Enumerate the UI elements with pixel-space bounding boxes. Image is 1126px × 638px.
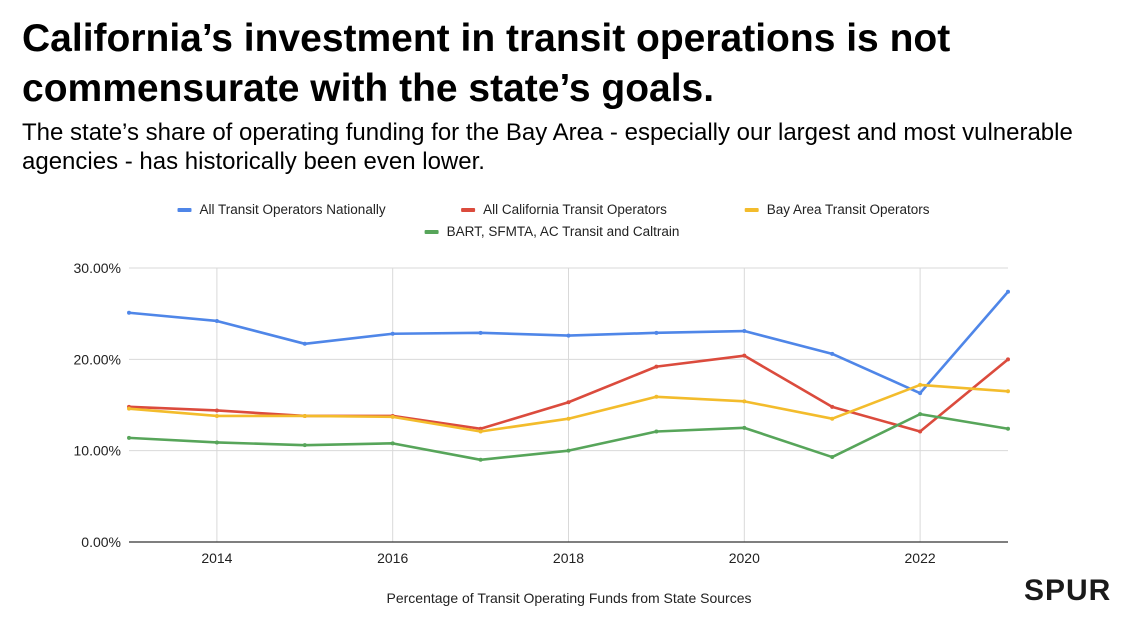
data-point (214, 413, 219, 418)
x-tick-label: 2020 (729, 550, 760, 566)
data-point (1006, 389, 1010, 394)
data-point (390, 414, 395, 419)
y-tick-label: 30.00% (74, 260, 121, 276)
data-point (742, 399, 747, 404)
series-4 (127, 412, 1010, 462)
data-point (742, 425, 747, 430)
data-point (918, 391, 923, 396)
data-point (830, 416, 835, 421)
x-tick-label: 2014 (201, 550, 232, 566)
data-point (390, 441, 395, 446)
series-3 (127, 382, 1010, 434)
data-point (654, 429, 659, 434)
data-point (214, 440, 219, 445)
data-point (830, 455, 835, 460)
data-point (654, 364, 659, 369)
legend-label: All Transit Operators Nationally (200, 202, 386, 217)
data-point (918, 412, 923, 417)
data-point (830, 404, 835, 409)
data-point (566, 416, 571, 421)
data-point (566, 333, 571, 338)
x-axis-title: Percentage of Transit Operating Funds fr… (387, 590, 752, 606)
data-point (478, 429, 483, 434)
legend-label: All California Transit Operators (483, 202, 667, 217)
spur-logo: SPUR (1024, 574, 1112, 607)
data-point (742, 329, 747, 334)
page-title: California’s investment in transit opera… (22, 17, 951, 110)
legend-item: All Transit Operators Nationally (177, 202, 386, 217)
legend-item: Bay Area Transit Operators (744, 202, 930, 217)
data-point (478, 426, 483, 431)
data-point (214, 318, 219, 323)
y-tick-label: 20.00% (74, 351, 121, 367)
data-point (127, 310, 131, 315)
y-axis-labels: 0.00% 10.00% 20.00% 30.00% (74, 260, 121, 550)
data-point (302, 413, 307, 418)
data-point (918, 382, 923, 387)
series-1 (127, 289, 1010, 396)
data-point (478, 330, 483, 335)
data-point (566, 448, 571, 453)
x-tick-label: 2016 (377, 550, 408, 566)
data-point (127, 406, 131, 411)
data-point (1006, 426, 1010, 431)
data-point (390, 331, 395, 336)
data-point (214, 408, 219, 413)
data-point (830, 351, 835, 356)
legend-swatch (177, 208, 192, 212)
legend-label: BART, SFMTA, AC Transit and Caltrain (447, 224, 680, 239)
legend-item: All California Transit Operators (461, 202, 667, 217)
data-point (742, 353, 747, 358)
data-point (654, 394, 659, 399)
y-tick-label: 10.00% (74, 443, 121, 459)
x-tick-label: 2018 (553, 550, 584, 566)
line-chart: All Transit Operators Nationally All Cali… (74, 202, 1010, 606)
data-point (654, 330, 659, 335)
data-point (1006, 289, 1010, 294)
data-point (1006, 357, 1010, 362)
legend-label: Bay Area Transit Operators (767, 202, 930, 217)
legend-swatch (461, 208, 476, 212)
data-point (566, 400, 571, 405)
chart-legend: All Transit Operators Nationally All Cali… (177, 202, 930, 239)
data-point (302, 443, 307, 448)
chart-series (127, 289, 1010, 462)
data-point (127, 435, 131, 440)
x-axis-labels: 2014 2016 2018 2020 2022 (201, 550, 936, 566)
legend-swatch (744, 208, 759, 212)
legend-item: BART, SFMTA, AC Transit and Caltrain (424, 224, 680, 239)
y-tick-label: 0.00% (81, 534, 121, 550)
legend-swatch (424, 230, 439, 234)
data-point (918, 429, 923, 434)
data-point (478, 457, 483, 462)
x-tick-label: 2022 (905, 550, 936, 566)
chart-grid (129, 267, 1008, 543)
data-point (302, 341, 307, 346)
page-subtitle: The state’s share of operating funding f… (22, 119, 1073, 175)
